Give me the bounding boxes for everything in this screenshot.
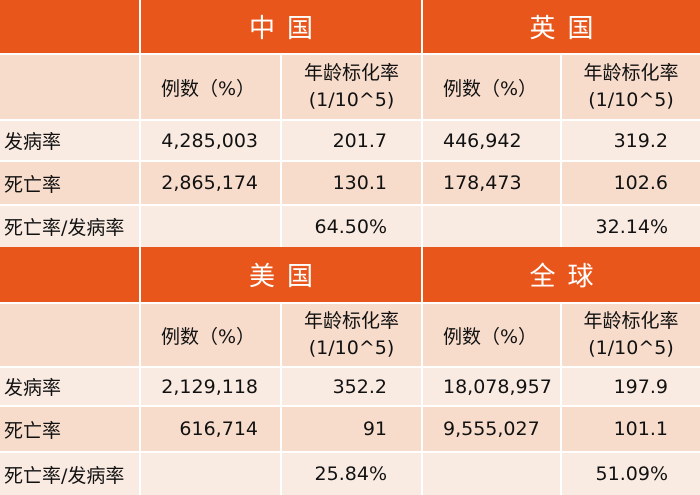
- incidence-count-uk: 446,942: [423, 121, 560, 160]
- column-header-rate: 年龄标化率 (1/10^5): [562, 55, 700, 119]
- incidence-rate-us: 352.2: [282, 368, 421, 405]
- row-label-ratio: 死亡率/发病率: [0, 206, 139, 247]
- header-blank-cell: [0, 0, 139, 53]
- mortality-count-global: 9,555,027: [423, 407, 560, 451]
- column-header-count: 例数（%）: [423, 304, 560, 366]
- row-label-mortality: 死亡率: [0, 162, 139, 204]
- mortality-rate-us: 91: [282, 407, 421, 451]
- rate-label: 年龄标化率: [583, 62, 679, 84]
- column-header-row: 例数（%） 年龄标化率 (1/10^5) 例数（%） 年龄标化率 (1/10^5…: [0, 304, 700, 366]
- rate-label: 年龄标化率: [303, 62, 399, 84]
- mortality-row: 死亡率 2,865,174 130.1 178,473 102.6: [0, 162, 700, 204]
- column-header-rate: 年龄标化率 (1/10^5): [562, 304, 700, 366]
- ratio-blank-us: [141, 453, 280, 495]
- ratio-value-uk: 32.14%: [562, 206, 700, 247]
- header-blank-cell: [0, 247, 139, 302]
- rate-unit: (1/10^5): [308, 89, 395, 111]
- column-header-count: 例数（%）: [423, 55, 560, 119]
- ratio-value-global: 51.09%: [562, 453, 700, 495]
- mortality-rate-global: 101.1: [562, 407, 700, 451]
- incidence-rate-china: 201.7: [282, 121, 421, 160]
- mortality-rate-uk: 102.6: [562, 162, 700, 204]
- region-header-global: 全球: [423, 247, 700, 302]
- ratio-row: 死亡率/发病率 25.84% 51.09%: [0, 453, 700, 495]
- ratio-value-china: 64.50%: [282, 206, 421, 247]
- rate-unit: (1/10^5): [588, 337, 674, 359]
- incidence-count-us: 2,129,118: [141, 368, 280, 405]
- mortality-rate-china: 130.1: [282, 162, 421, 204]
- rate-unit: (1/10^5): [588, 89, 674, 111]
- rate-unit: (1/10^5): [308, 337, 395, 359]
- table-block-china-uk: 中国 英国 例数（%） 年龄标化率 (1/10^5) 例数（%） 年龄标化率 (…: [0, 0, 700, 247]
- region-header-row: 中国 英国: [0, 0, 700, 53]
- incidence-row: 发病率 2,129,118 352.2 18,078,957 197.9: [0, 368, 700, 405]
- row-label-ratio: 死亡率/发病率: [0, 453, 139, 495]
- ratio-blank-global: [423, 453, 560, 495]
- incidence-rate-uk: 319.2: [562, 121, 700, 160]
- row-label-mortality: 死亡率: [0, 407, 139, 451]
- column-header-rate: 年龄标化率 (1/10^5): [282, 304, 421, 366]
- row-label-incidence: 发病率: [0, 121, 139, 160]
- mortality-count-uk: 178,473: [423, 162, 560, 204]
- mortality-count-us: 616,714: [141, 407, 280, 451]
- incidence-count-global: 18,078,957: [423, 368, 560, 405]
- column-header-row: 例数（%） 年龄标化率 (1/10^5) 例数（%） 年龄标化率 (1/10^5…: [0, 55, 700, 119]
- ratio-blank-china: [141, 206, 280, 247]
- ratio-blank-uk: [423, 206, 560, 247]
- incidence-count-china: 4,285,003: [141, 121, 280, 160]
- column-header-rate: 年龄标化率 (1/10^5): [282, 55, 421, 119]
- region-header-us: 美国: [141, 247, 421, 302]
- region-header-row: 美国 全球: [0, 247, 700, 302]
- incidence-rate-global: 197.9: [562, 368, 700, 405]
- column-header-blank: [0, 304, 139, 366]
- table-block-us-global: 美国 全球 例数（%） 年龄标化率 (1/10^5) 例数（%） 年龄标化率 (…: [0, 247, 700, 495]
- rate-label: 年龄标化率: [303, 310, 399, 332]
- column-header-blank: [0, 55, 139, 119]
- mortality-row: 死亡率 616,714 91 9,555,027 101.1: [0, 407, 700, 451]
- region-header-uk: 英国: [423, 0, 700, 53]
- column-header-count: 例数（%）: [141, 304, 280, 366]
- row-label-incidence: 发病率: [0, 368, 139, 405]
- column-header-count: 例数（%）: [141, 55, 280, 119]
- ratio-row: 死亡率/发病率 64.50% 32.14%: [0, 206, 700, 247]
- ratio-value-us: 25.84%: [282, 453, 421, 495]
- incidence-row: 发病率 4,285,003 201.7 446,942 319.2: [0, 121, 700, 160]
- region-header-china: 中国: [141, 0, 421, 53]
- mortality-count-china: 2,865,174: [141, 162, 280, 204]
- rate-label: 年龄标化率: [583, 310, 679, 332]
